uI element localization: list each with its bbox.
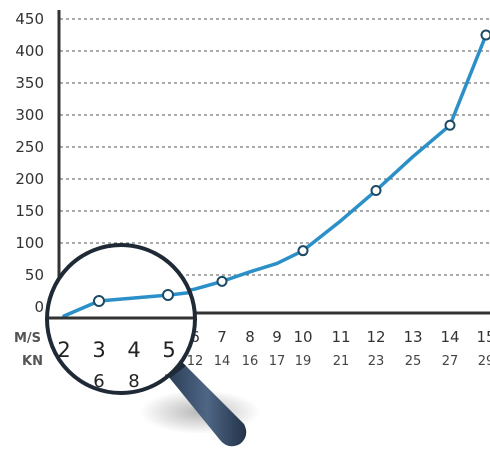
magnified-data-point — [162, 289, 174, 301]
kn-tick-label: 27 — [442, 354, 459, 369]
data-point — [370, 185, 382, 197]
kn-row-label: KN — [22, 354, 43, 369]
ms-tick-label: 15 — [476, 328, 490, 346]
ms-tick-label: 12 — [366, 328, 385, 346]
kn-tick-label: 29 — [478, 354, 490, 369]
ms-tick-label: 14 — [440, 328, 459, 346]
ms-tick-label: 11 — [331, 328, 350, 346]
kn-tick-label: 23 — [368, 354, 385, 369]
magnified-ms-tick-label: 5 — [162, 338, 175, 362]
magnified-series-line — [62, 290, 195, 318]
y-tick-labels: 0 50 100 150 200 250 300 350 400 450 — [15, 10, 44, 316]
y-tick-label: 200 — [15, 170, 44, 188]
y-tick-label: 250 — [15, 138, 44, 156]
kn-tick-label: 19 — [295, 354, 312, 369]
y-tick-label: 100 — [15, 234, 44, 252]
magnified-kn-tick-label: 6 — [93, 371, 104, 392]
kn-tick-label: 25 — [405, 354, 422, 369]
y-tick-label: 300 — [15, 106, 44, 124]
kn-tick-label: 16 — [242, 354, 259, 369]
data-point — [444, 119, 456, 131]
kn-tick-label: 12 — [187, 354, 204, 369]
ms-tick-label: 9 — [272, 328, 282, 346]
kn-tick-label: 21 — [333, 354, 350, 369]
y-tick-label: 50 — [25, 266, 44, 284]
magnified-kn-tick-label: 8 — [128, 371, 139, 392]
ms-tick-label: 7 — [217, 328, 227, 346]
magnifier-lens: 2 3 4 56 8 1 — [45, 243, 197, 395]
y-tick-label: 150 — [15, 202, 44, 220]
ms-tick-label: 10 — [293, 328, 312, 346]
y-tick-label: 0 — [34, 298, 44, 316]
magnified-data-point — [93, 295, 105, 307]
magnified-ms-tick-label: 2 — [57, 338, 70, 362]
ms-tick-label: 8 — [245, 328, 255, 346]
data-point — [216, 275, 228, 287]
data-point — [297, 245, 309, 257]
ms-row-label: M/S — [14, 331, 41, 346]
data-point — [480, 29, 490, 41]
kn-tick-label: 17 — [269, 354, 286, 369]
ms-tick-label: 13 — [403, 328, 422, 346]
ms-tick-label: 6 — [190, 328, 200, 346]
y-tick-label: 450 — [15, 10, 44, 28]
magnified-ms-tick-label: 4 — [127, 338, 140, 362]
y-tick-label: 350 — [15, 74, 44, 92]
magnified-ms-tick-label: 3 — [92, 338, 105, 362]
y-tick-label: 400 — [15, 42, 44, 60]
kn-tick-label: 14 — [214, 354, 231, 369]
